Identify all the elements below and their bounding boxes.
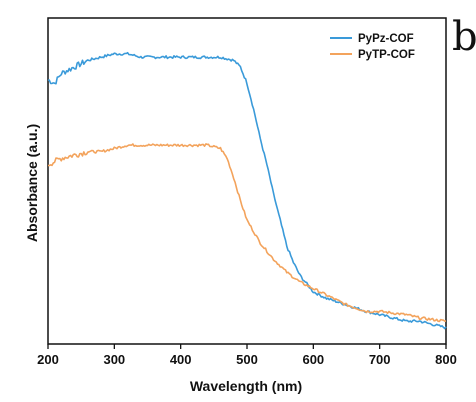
x-tick-label: 400 (170, 352, 192, 367)
series-line-pytp-cof (47, 143, 446, 323)
x-tick-label: 500 (236, 352, 258, 367)
series-line-pypz-cof (47, 51, 447, 330)
panel-letter: b (452, 14, 476, 60)
y-axis-title: Absorbance (a.u.) (24, 124, 40, 242)
x-tick-label: 200 (37, 352, 59, 367)
plot-frame (47, 17, 447, 345)
legend-label: PyPz-COF (358, 33, 414, 45)
x-tick-label: 700 (369, 352, 391, 367)
x-tick-label: 300 (103, 352, 125, 367)
x-tick-label: 800 (435, 352, 457, 367)
legend-label: PyTP-COF (358, 49, 415, 61)
x-axis-ticks: 200 300 400 500 600 700 800 (37, 344, 457, 367)
legend: PyPz-COF PyTP-COF (330, 33, 415, 61)
series-layer (47, 51, 447, 330)
x-tick-label: 600 (302, 352, 324, 367)
x-axis-title: Wavelength (nm) (190, 378, 302, 394)
